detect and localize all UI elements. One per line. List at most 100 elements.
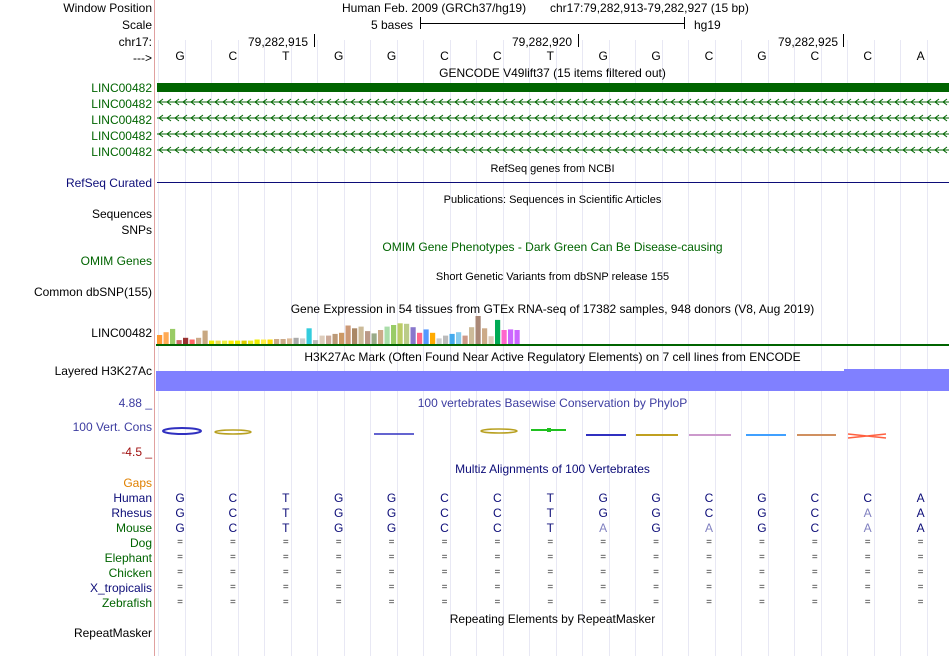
gtex-label[interactable]: LINC00482 [91, 326, 152, 340]
aligned-base: = [177, 582, 183, 593]
species-label[interactable]: Chicken [108, 566, 152, 580]
aligned-base: = [388, 552, 395, 563]
aligned-base: = [864, 582, 871, 593]
gencode-label-5[interactable]: LINC00482 [91, 145, 152, 159]
gencode-track-title[interactable]: GENCODE V49lift37 (15 items filtered out… [439, 66, 666, 80]
gtex-tissue-bar [495, 319, 501, 344]
aligned-base: = [706, 597, 712, 608]
scale-bar-right-tick [684, 17, 685, 29]
species-label[interactable]: Dog [129, 536, 152, 550]
aligned-base: A [916, 521, 925, 535]
gtex-bar-chart[interactable] [156, 314, 949, 346]
species-label[interactable]: Rhesus [111, 506, 152, 520]
aligned-base: = [811, 552, 818, 563]
gtex-tissue-bar [514, 330, 520, 344]
gtex-tissue-bar [267, 339, 273, 344]
aligned-base: G [757, 491, 767, 505]
aligned-base: = [653, 597, 660, 608]
aligned-base: = [864, 597, 871, 608]
gencode-label-2[interactable]: LINC00482 [91, 97, 152, 111]
aligned-base: C [228, 506, 238, 520]
aligned-base: C [440, 506, 449, 520]
aligned-base: = [229, 582, 236, 593]
repeatmasker-track-title[interactable]: Repeating Elements by RepeatMasker [449, 612, 656, 626]
base-letter: C [440, 49, 449, 63]
publications-track-title[interactable]: Publications: Sequences in Scientific Ar… [443, 194, 662, 206]
h3k27ac-label[interactable]: Layered H3K27Ac [54, 364, 152, 378]
gaps-label[interactable]: Gaps [123, 476, 152, 490]
gencode-intron-lines[interactable] [157, 98, 949, 158]
scale-bar [421, 23, 685, 24]
gtex-tissue-bar [482, 328, 488, 344]
aligned-base: = [388, 567, 395, 578]
snps-label[interactable]: SNPs [121, 223, 152, 237]
publications-label[interactable]: Sequences [91, 207, 152, 221]
refseq-gene-line[interactable] [157, 182, 949, 183]
base-letter: A [916, 49, 925, 63]
aligned-base: = [335, 597, 342, 608]
strand-arrow-label: ---> [133, 51, 152, 65]
aligned-base: G [651, 521, 661, 535]
multiz-track-title[interactable]: Multiz Alignments of 100 Vertebrates [455, 462, 650, 476]
aligned-base: = [547, 567, 554, 578]
cons-label[interactable]: 100 Vert. Cons [72, 420, 152, 434]
gtex-track-title[interactable]: Gene Expression in 54 tissues from GTEx … [290, 302, 815, 316]
h3k27ac-signal[interactable] [844, 369, 949, 391]
aligned-base: = [653, 537, 660, 548]
gtex-tissue-bar [358, 326, 364, 344]
gtex-tissue-bar [378, 330, 384, 344]
aligned-base: = [177, 537, 183, 548]
gencode-label-1[interactable]: LINC00482 [91, 81, 152, 95]
grid-line [555, 40, 557, 656]
h3k27ac-signal[interactable] [156, 371, 844, 391]
gtex-tissue-bar [222, 340, 228, 344]
gtex-tissue-bar [391, 325, 397, 344]
h3k27ac-track-title[interactable]: H3K27Ac Mark (Often Found Near Active Re… [304, 350, 801, 364]
aligned-base: = [864, 552, 871, 563]
gencode-label-3[interactable]: LINC00482 [91, 113, 152, 127]
aligned-base: C [704, 491, 714, 505]
gtex-tissue-bar [417, 332, 423, 344]
aligned-base: G [757, 521, 767, 535]
cons-logo[interactable] [156, 424, 949, 444]
grid-line [926, 40, 928, 656]
gtex-tissue-bar [371, 333, 377, 344]
refseq-label[interactable]: RefSeq Curated [65, 176, 152, 190]
species-label[interactable]: Mouse [115, 521, 152, 535]
dbsnp-label[interactable]: Common dbSNP(155) [33, 285, 152, 299]
gencode-label-4[interactable]: LINC00482 [91, 129, 152, 143]
aligned-base: = [335, 567, 342, 578]
refseq-track-title[interactable]: RefSeq genes from NCBI [490, 163, 615, 175]
dbsnp-track-title[interactable]: Short Genetic Variants from dbSNP releas… [435, 271, 670, 283]
omim-label[interactable]: OMIM Genes [80, 254, 152, 268]
aligned-base: = [758, 537, 765, 548]
aligned-base: = [811, 537, 818, 548]
aligned-base: = [494, 537, 501, 548]
aligned-base: = [282, 552, 289, 563]
aligned-base: T [546, 521, 554, 535]
aligned-base: = [706, 582, 712, 593]
scale-label: Scale [121, 18, 152, 32]
aligned-base: C [493, 491, 502, 505]
aligned-base: G [651, 491, 661, 505]
position-readout: chr17:79,282,913-79,282,927 (15 bp) [550, 1, 749, 15]
aligned-base: T [282, 521, 290, 535]
repeatmasker-label[interactable]: RepeatMasker [73, 626, 152, 640]
cons-track-title[interactable]: 100 vertebrates Basewise Conservation by… [417, 396, 688, 410]
omim-track-title[interactable]: OMIM Gene Phenotypes - Dark Green Can Be… [382, 240, 723, 254]
aligned-base: G [175, 506, 185, 520]
gtex-tissue-bar [501, 330, 507, 344]
aligned-base: = [441, 582, 448, 593]
base-letter: C [863, 49, 873, 63]
grid-line [847, 40, 848, 656]
species-label[interactable]: Elephant [104, 551, 152, 565]
species-label[interactable]: X_tropicalis [89, 581, 152, 595]
species-label[interactable]: Human [113, 491, 152, 505]
aligned-base: = [653, 567, 660, 578]
species-label[interactable]: Zebrafish [101, 596, 152, 610]
base-letter: G [598, 49, 608, 63]
aligned-base: G [334, 521, 344, 535]
gencode-exon-block[interactable] [157, 83, 949, 92]
gtex-tissue-bar [397, 323, 403, 344]
aligned-base: C [440, 521, 449, 535]
